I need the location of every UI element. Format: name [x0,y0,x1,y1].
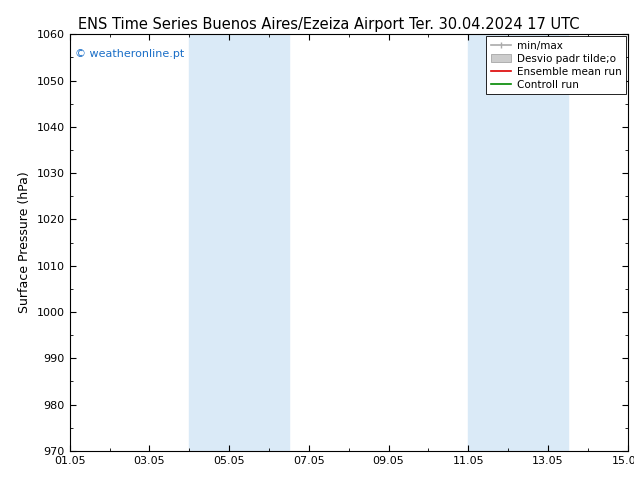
Bar [190,34,289,451]
Y-axis label: Surface Pressure (hPa): Surface Pressure (hPa) [18,172,31,314]
Text: ENS Time Series Buenos Aires/Ezeiza Airport: ENS Time Series Buenos Aires/Ezeiza Airp… [78,17,404,32]
Bar [469,34,568,451]
Text: © weatheronline.pt: © weatheronline.pt [75,49,184,59]
Legend: min/max, Desvio padr tilde;o, Ensemble mean run, Controll run: min/max, Desvio padr tilde;o, Ensemble m… [486,36,626,94]
Text: Ter. 30.04.2024 17 UTC: Ter. 30.04.2024 17 UTC [410,17,579,32]
